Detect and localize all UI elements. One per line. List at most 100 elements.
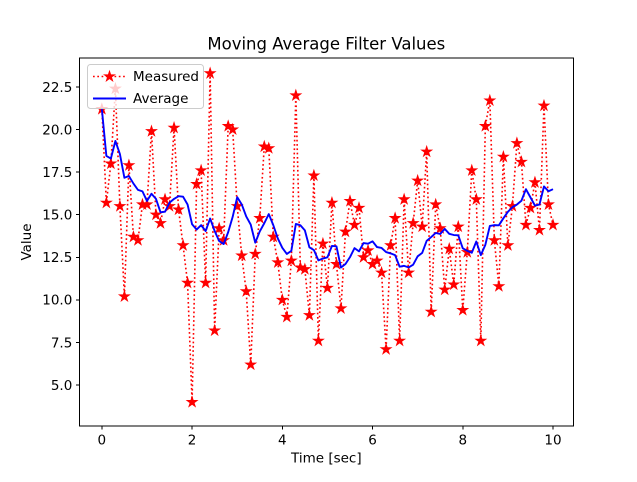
- measured-star-marker: [140, 197, 154, 211]
- measured-star-marker: [533, 223, 546, 236]
- measured-star-marker: [158, 192, 172, 205]
- measured-star-marker: [190, 177, 204, 190]
- measured-star-marker: [185, 395, 199, 408]
- measured-series: [95, 66, 560, 408]
- measured-star-marker: [478, 119, 492, 132]
- measured-star-marker: [194, 163, 208, 176]
- measured-star-marker: [528, 175, 542, 188]
- measured-star-marker: [546, 218, 560, 231]
- measured-star-marker: [253, 211, 267, 224]
- measured-star-marker: [199, 276, 213, 289]
- measured-star-marker: [429, 197, 443, 211]
- measured-star-marker: [424, 305, 438, 318]
- measured-star-marker: [523, 201, 537, 214]
- measured-star-marker: [505, 199, 519, 212]
- measured-star-marker: [474, 334, 488, 347]
- measured-star-marker: [104, 156, 118, 170]
- measured-star-marker: [275, 293, 289, 306]
- measured-star-marker: [226, 122, 240, 136]
- measured-star-marker: [266, 230, 280, 243]
- measured-star-marker: [307, 168, 321, 182]
- measured-star-marker: [375, 265, 389, 279]
- measured-star-marker: [302, 308, 316, 321]
- measured-star-marker: [117, 289, 131, 303]
- measured-star-marker: [388, 211, 402, 224]
- measured-star-marker: [487, 233, 501, 246]
- chart-title: Moving Average Filter Values: [207, 35, 445, 54]
- measured-star-marker: [519, 218, 533, 231]
- legend-box: [87, 64, 204, 109]
- x-tick-label: 8: [458, 433, 467, 449]
- measured-star-marker: [361, 243, 375, 257]
- measured-star-marker: [221, 119, 235, 132]
- measured-star-marker: [154, 216, 167, 229]
- measured-star-marker: [537, 98, 551, 112]
- measured-star-marker: [163, 199, 176, 212]
- measured-star-marker: [456, 303, 470, 316]
- measured-star-marker: [203, 66, 217, 79]
- measured-star-marker: [325, 196, 339, 209]
- measured-star-marker: [433, 221, 447, 234]
- measured-star-marker: [352, 201, 366, 214]
- x-axis-ticks: 0 2 4 6 8 10: [98, 426, 562, 449]
- measured-star-marker: [510, 136, 524, 149]
- y-tick-label: 20.0: [42, 122, 72, 138]
- y-axis-ticks: 5.0 7.5 10.0 12.5 15.0 17.5 20.0 22.5: [42, 80, 80, 394]
- measured-star-marker: [126, 230, 140, 243]
- measured-star-marker: [343, 194, 357, 207]
- measured-star-marker: [176, 238, 190, 251]
- legend-measured-label: Measured: [133, 69, 199, 85]
- legend: Measured Average: [87, 64, 204, 109]
- measured-star-marker: [483, 93, 497, 107]
- measured-star-marker: [113, 199, 127, 212]
- x-tick-label: 2: [188, 433, 197, 449]
- y-tick-label: 5.0: [51, 378, 72, 394]
- measured-star-marker: [311, 334, 325, 347]
- measured-star-marker: [465, 163, 479, 176]
- measured-star-marker: [357, 250, 370, 263]
- measured-star-marker: [135, 197, 149, 211]
- y-tick-label: 10.0: [42, 293, 72, 309]
- measured-star-marker: [348, 218, 361, 231]
- x-tick-label: 4: [278, 433, 287, 449]
- measured-star-marker: [181, 276, 195, 289]
- measured-star-marker: [316, 236, 330, 250]
- measured-star-marker: [172, 202, 186, 216]
- measured-star-marker: [149, 207, 163, 221]
- x-tick-label: 0: [98, 433, 107, 449]
- measured-star-marker: [235, 248, 249, 262]
- measured-star-marker: [284, 253, 298, 267]
- measured-star-marker: [402, 265, 416, 279]
- measured-star-marker: [248, 247, 262, 260]
- measured-star-marker: [217, 233, 231, 246]
- measured-star-marker: [131, 233, 145, 246]
- y-tick-label: 22.5: [42, 80, 72, 96]
- measured-star-marker: [271, 255, 285, 268]
- measured-star-marker: [451, 219, 465, 233]
- measured-star-marker: [280, 310, 294, 323]
- measured-star-marker: [542, 197, 555, 211]
- x-tick-label: 10: [544, 433, 561, 449]
- measured-star-marker: [393, 334, 407, 347]
- measured-star-marker: [329, 257, 343, 270]
- y-tick-label: 17.5: [42, 165, 72, 181]
- measured-star-marker: [262, 141, 276, 154]
- measured-star-marker: [469, 192, 483, 205]
- x-tick-label: 6: [368, 433, 377, 449]
- measured-star-marker: [334, 301, 348, 314]
- measured-star-marker: [339, 224, 352, 238]
- measured-star-marker: [379, 342, 393, 355]
- measured-star-marker: [208, 323, 222, 337]
- measured-star-marker: [320, 281, 334, 294]
- y-axis-label: Value: [19, 223, 35, 260]
- measured-star-marker: [514, 155, 528, 168]
- measured-star-marker: [122, 158, 136, 171]
- measured-star-marker: [366, 257, 380, 270]
- measured-star-marker: [411, 173, 425, 187]
- x-axis-label: Time [sec]: [290, 451, 362, 467]
- legend-average-label: Average: [133, 91, 188, 107]
- average-line: [100, 109, 554, 269]
- y-tick-label: 12.5: [42, 250, 72, 266]
